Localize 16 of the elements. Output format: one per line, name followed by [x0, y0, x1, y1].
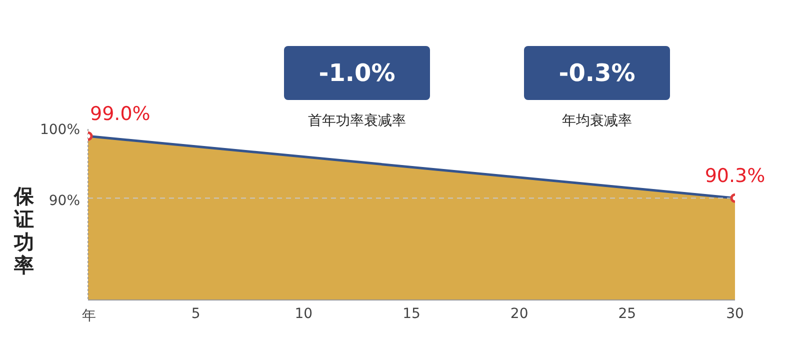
x-axis-title: 年 [82, 307, 96, 325]
annotation: 年均衰减率 [561, 112, 633, 130]
y-tick-label: 90% [48, 193, 80, 210]
x-tick-label: 5 [191, 306, 200, 322]
x-tick-label: 15 [402, 306, 420, 322]
x-tick-label: 10 [294, 306, 313, 322]
data-label: 90.3% [704, 165, 766, 188]
text: -1.0% [284, 46, 430, 100]
text: -0.3% [524, 46, 670, 100]
y-tick-label: 100% [40, 122, 80, 138]
x-tick-label: 25 [618, 306, 636, 322]
y-axis-title: 保证功率 [12, 184, 35, 277]
annotation: 首年功率衰减率 [307, 112, 407, 130]
x-tick-label: 20 [510, 306, 528, 322]
x-tick-label: 30 [726, 306, 744, 322]
data-label: 99.0% [90, 103, 150, 126]
